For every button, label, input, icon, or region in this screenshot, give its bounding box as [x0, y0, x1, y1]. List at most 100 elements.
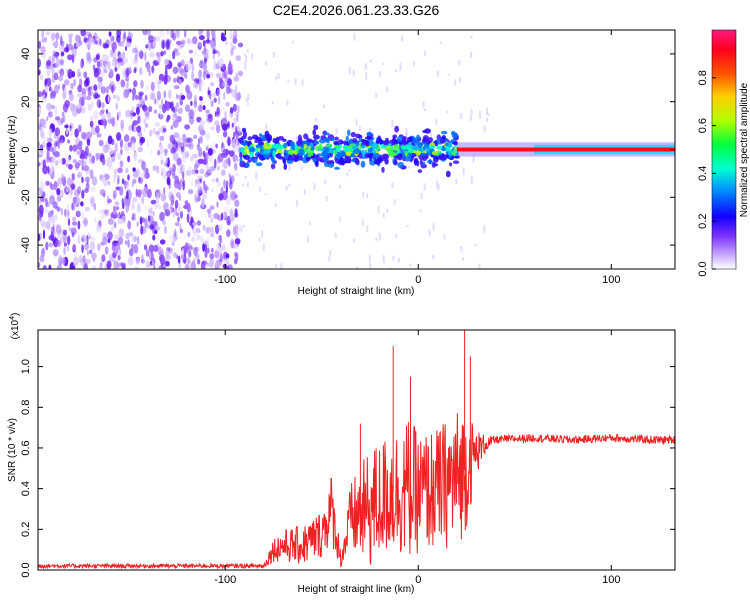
noise-blob [229, 41, 235, 48]
noise-blob [198, 189, 203, 197]
noise-blob [156, 90, 161, 101]
faint-speckle [443, 234, 446, 240]
noise-blob [83, 79, 89, 88]
noise-blob [202, 243, 206, 252]
noise-blob [88, 37, 95, 46]
noise-blob [184, 124, 191, 130]
noise-blob [193, 49, 198, 57]
noise-blob [195, 169, 199, 174]
noise-blob [76, 103, 81, 109]
noise-blob [135, 188, 138, 197]
scintillation-blob [355, 133, 361, 139]
faint-speckle [448, 73, 451, 76]
noise-blob [81, 88, 87, 94]
noise-blob [218, 224, 223, 231]
noise-blob [93, 110, 99, 120]
noise-blob [114, 221, 117, 229]
scintillation-blob [373, 159, 381, 165]
noise-blob [199, 129, 206, 136]
noise-blob [59, 44, 62, 52]
noise-blob [46, 116, 49, 121]
noise-blob [44, 85, 49, 93]
noise-blob [70, 227, 77, 235]
noise-blob [146, 30, 151, 37]
noise-blob [234, 130, 240, 139]
noise-blob [198, 69, 203, 78]
noise-blob [166, 170, 172, 178]
noise-blob [166, 30, 170, 36]
noise-blob [211, 92, 217, 98]
noise-blob [125, 141, 131, 147]
noise-blob [178, 206, 181, 213]
noise-blob [56, 188, 61, 196]
noise-blob [217, 95, 221, 105]
noise-blob [116, 132, 122, 141]
scintillation-blob [289, 141, 296, 147]
faint-speckle [483, 225, 486, 233]
noise-blob [87, 103, 92, 112]
noise-blob [234, 162, 238, 171]
scintillation-blob [313, 155, 320, 159]
noise-blob [188, 189, 194, 195]
noise-blob [71, 53, 75, 64]
noise-blob [87, 231, 90, 239]
noise-blob [118, 228, 125, 238]
noise-blob [150, 92, 156, 101]
noise-blob [45, 180, 50, 186]
noise-blob [188, 166, 192, 172]
scintillation-blob [417, 169, 423, 174]
noise-blob [179, 223, 182, 233]
scintillation-blob [433, 156, 439, 163]
faint-speckle [419, 209, 422, 213]
noise-blob [223, 206, 230, 214]
scintillation-blob [451, 150, 456, 156]
scintillation-blob [256, 153, 262, 158]
noise-blob [189, 155, 194, 162]
noise-blob [78, 72, 81, 77]
noise-blob [85, 86, 89, 92]
noise-blob [87, 152, 92, 157]
scintillation-blob [438, 152, 442, 156]
faint-speckle [432, 223, 435, 231]
scintillation-blob [401, 145, 409, 150]
scintillation-blob [398, 141, 403, 145]
noise-blob [144, 218, 148, 228]
noise-blob [214, 111, 217, 117]
noise-blob [195, 249, 200, 257]
snr-multiplier-base: (x10 [10, 319, 21, 339]
noise-blob [206, 30, 210, 39]
scintillation-blob [271, 157, 276, 164]
faint-speckle [369, 128, 372, 135]
noise-blob [67, 179, 72, 185]
spectrogram-ylabel: Frequency (Hz) [7, 116, 18, 185]
faint-speckle [423, 183, 426, 191]
noise-blob [235, 84, 238, 94]
noise-blob [72, 144, 78, 152]
noise-blob [206, 226, 212, 234]
noise-blob [125, 167, 129, 174]
noise-blob [42, 159, 46, 168]
noise-blob [81, 176, 84, 183]
noise-blob [170, 101, 174, 111]
noise-blob [57, 232, 61, 240]
noise-blob [49, 181, 53, 189]
noise-blob [55, 32, 60, 40]
noise-blob [50, 226, 55, 236]
scintillation-blob [322, 152, 326, 158]
noise-blob [180, 163, 184, 173]
faint-speckle [334, 232, 337, 238]
noise-blob [200, 260, 206, 269]
noise-blob [141, 254, 145, 260]
faint-speckle [288, 184, 291, 187]
noise-blob [73, 189, 80, 197]
noise-blob [133, 244, 139, 254]
faint-speckle [391, 182, 394, 189]
noise-blob [223, 181, 227, 190]
noise-blob [40, 219, 45, 227]
faint-speckle [258, 238, 261, 242]
noise-blob [205, 226, 209, 234]
noise-blob [199, 60, 203, 67]
noise-blob [155, 78, 158, 87]
noise-blob [190, 106, 197, 116]
faint-speckle [264, 193, 267, 196]
